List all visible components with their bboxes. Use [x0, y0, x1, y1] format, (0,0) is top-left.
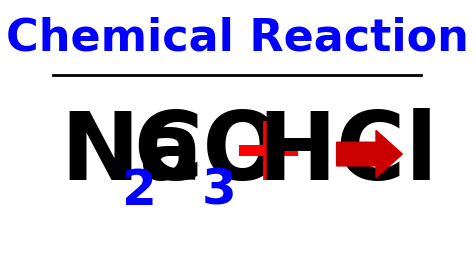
Text: +: +	[229, 108, 308, 200]
Text: Chemical Reaction: Chemical Reaction	[6, 17, 468, 60]
Text: CO: CO	[134, 108, 283, 200]
FancyArrow shape	[337, 130, 402, 178]
Text: HCl: HCl	[258, 108, 438, 200]
Text: Na: Na	[60, 108, 203, 200]
Text: 3: 3	[201, 167, 236, 215]
Text: 2: 2	[122, 167, 157, 215]
